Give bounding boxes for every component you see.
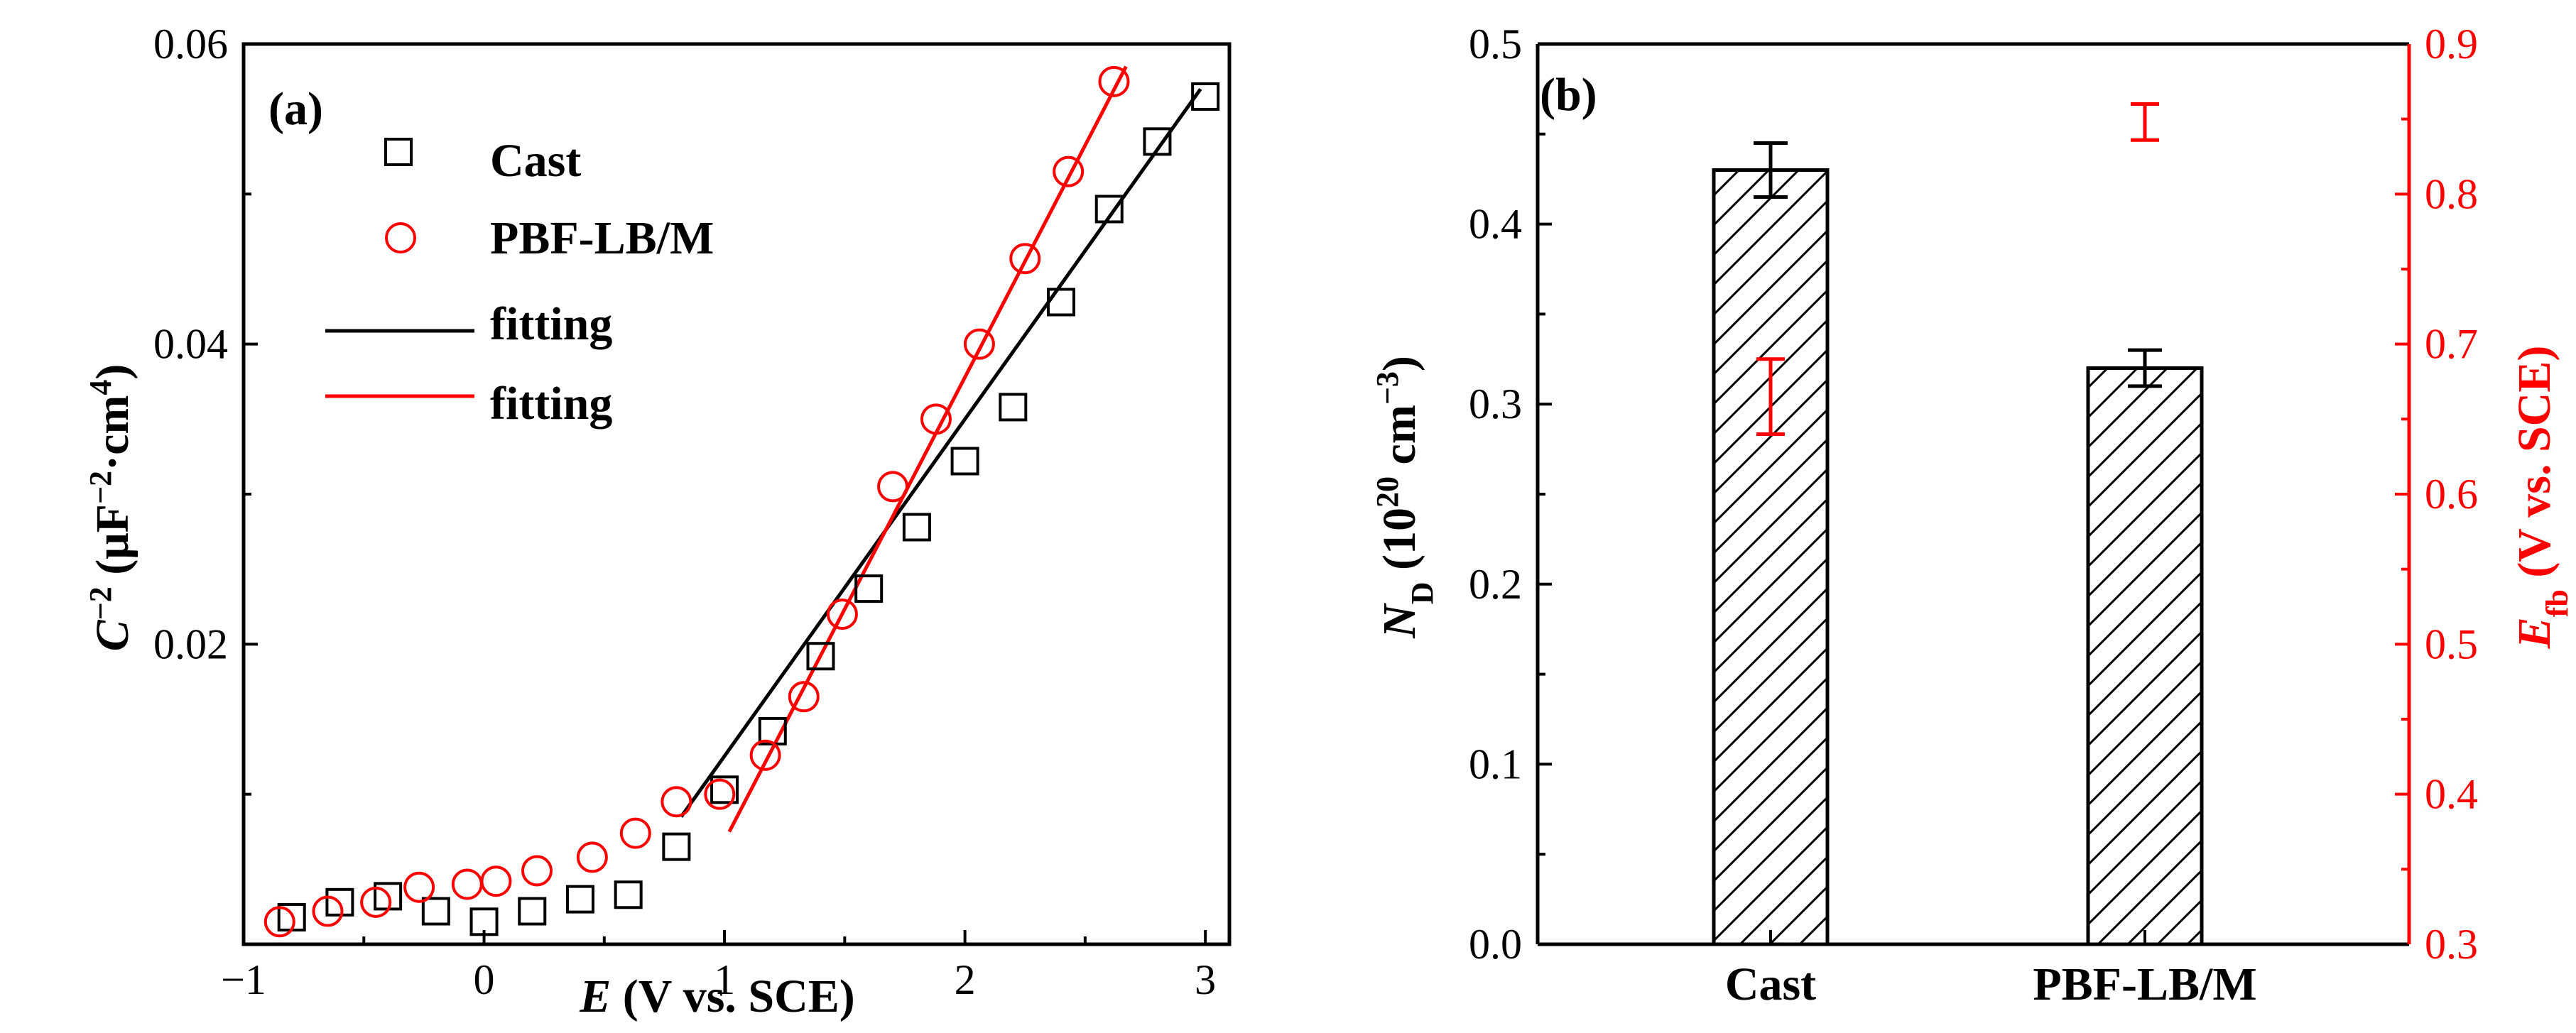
fit-line-pbf (727, 65, 1128, 833)
left-y-tick-label: 0.0 (1469, 921, 1522, 968)
pbf-data-point (521, 855, 553, 887)
cast-data-point (325, 887, 354, 917)
panel-a-tick-labels: −1 0 1 2 3 0.02 0.04 0.06 (153, 21, 1216, 1003)
panel-b-nd-errorbars (1754, 141, 2162, 388)
pbf-data-point (749, 739, 781, 771)
cast-data-point (469, 907, 499, 936)
x-tick-label: 1 (714, 956, 735, 1003)
left-y-tick-label: 0.4 (1469, 201, 1522, 248)
right-y-tick-label: 0.9 (2425, 21, 2478, 67)
pbf-data-point (451, 868, 483, 900)
pbf-data-point (1009, 243, 1041, 275)
legend-pbf-label: PBF-LB/M (490, 212, 714, 264)
panel-a-legend: Cast PBF-LB/M fitting fitting (325, 135, 714, 430)
panel-a-fit-lines (680, 65, 1202, 833)
panel-b-plot: 0.00.10.20.30.40.50.30.40.50.60.70.80.9 … (1370, 21, 2575, 1010)
panel-a-label: (a) (268, 83, 323, 135)
y-tick-label: 0.02 (153, 621, 228, 667)
right-y-tick-label: 0.3 (2425, 921, 2478, 968)
panel-b-efb-errorbars (1756, 102, 2159, 436)
cast-data-point (565, 885, 594, 914)
bar-pbf (2086, 366, 2204, 946)
pbf-data-point (360, 886, 392, 918)
cast-data-point (902, 513, 931, 542)
legend-fit-red-label: fitting (490, 378, 612, 430)
panel-a-ticks (242, 43, 1207, 944)
cast-data-point (950, 447, 979, 476)
panel-b-bars (1712, 168, 2204, 946)
y-tick-label: 0.06 (153, 21, 228, 67)
cast-data-point (806, 642, 835, 671)
pbf-data-point (826, 599, 858, 630)
legend-cast-marker (384, 138, 413, 166)
panel-a-x-axis-title: E (V vs. SCE) (579, 971, 855, 1022)
legend-pbf-marker (385, 222, 416, 253)
right-y-tick-label: 0.7 (2425, 321, 2478, 368)
panel-a-y-axis-title: C−2 (μF−2·cm4) (83, 364, 139, 652)
pbf-data-point (704, 778, 736, 810)
pbf-data-point (1098, 65, 1130, 97)
cast-data-point (662, 832, 691, 861)
cast-data-point (1143, 127, 1172, 156)
panel-b-label: (b) (1540, 69, 1597, 121)
panel-b-right-axis-title: Efb (V vs. SCE) (2509, 346, 2575, 650)
pbf-data-point (576, 841, 608, 873)
right-y-tick-label: 0.6 (2425, 471, 2478, 518)
pbf-data-point (877, 471, 909, 503)
legend-cast-label: Cast (490, 135, 581, 187)
y-tick-label: 0.04 (153, 321, 228, 368)
cast-data-point (1047, 288, 1076, 317)
cast-data-point (854, 574, 884, 603)
pbf-data-point (263, 906, 295, 938)
panel-b-category-pbf: PBF-LB/M (2033, 958, 2256, 1010)
x-tick-label: 2 (955, 956, 976, 1003)
panel-b-ticks (1538, 43, 2409, 946)
pbf-data-point (312, 895, 344, 927)
pbf-data-point (963, 328, 995, 360)
pbf-data-point (661, 786, 692, 818)
x-tick-label: 3 (1195, 956, 1216, 1003)
pbf-data-point (480, 865, 512, 897)
panel-b-left-axis-title: ND (1020 cm−3) (1370, 356, 1440, 639)
cast-data-point (614, 880, 643, 909)
panel-a-data-points (263, 65, 1220, 938)
pbf-data-point (619, 817, 651, 849)
x-tick-label: 0 (474, 956, 495, 1003)
cast-data-point (421, 897, 450, 926)
cast-data-point (710, 775, 739, 804)
right-y-tick-label: 0.5 (2425, 621, 2478, 667)
legend-fit-black-label: fitting (490, 298, 612, 350)
pbf-data-point (920, 403, 952, 435)
pbf-data-point (403, 871, 435, 903)
panel-b-tick-labels: 0.0 0.1 0.2 0.3 0.4 0.5 0.3 0.4 0.5 0.6 0.7 0.8 0.9 (1469, 21, 2478, 968)
right-y-tick-label: 0.4 (2425, 771, 2478, 818)
cast-data-point (1094, 195, 1124, 224)
cast-data-point (518, 897, 547, 926)
cast-data-point (999, 393, 1028, 422)
left-y-tick-label: 0.1 (1469, 740, 1522, 787)
bar-cast (1712, 168, 1830, 946)
cast-data-point (1191, 82, 1220, 111)
left-y-tick-label: 0.3 (1469, 381, 1522, 427)
fit-line-cast (680, 87, 1202, 818)
left-y-tick-label: 0.2 (1469, 561, 1522, 608)
pbf-data-point (788, 681, 820, 713)
panel-a-plot: −1 0 1 2 3 0.02 0.04 0.06 (a) Cast PBF-LB/M fit… (83, 21, 1232, 1022)
right-y-tick-label: 0.8 (2425, 170, 2478, 217)
pbf-data-point (1053, 155, 1085, 187)
panel-b-category-cast: Cast (1725, 958, 1816, 1010)
left-y-tick-label: 0.5 (1469, 21, 1522, 67)
x-tick-label: −1 (221, 956, 266, 1003)
